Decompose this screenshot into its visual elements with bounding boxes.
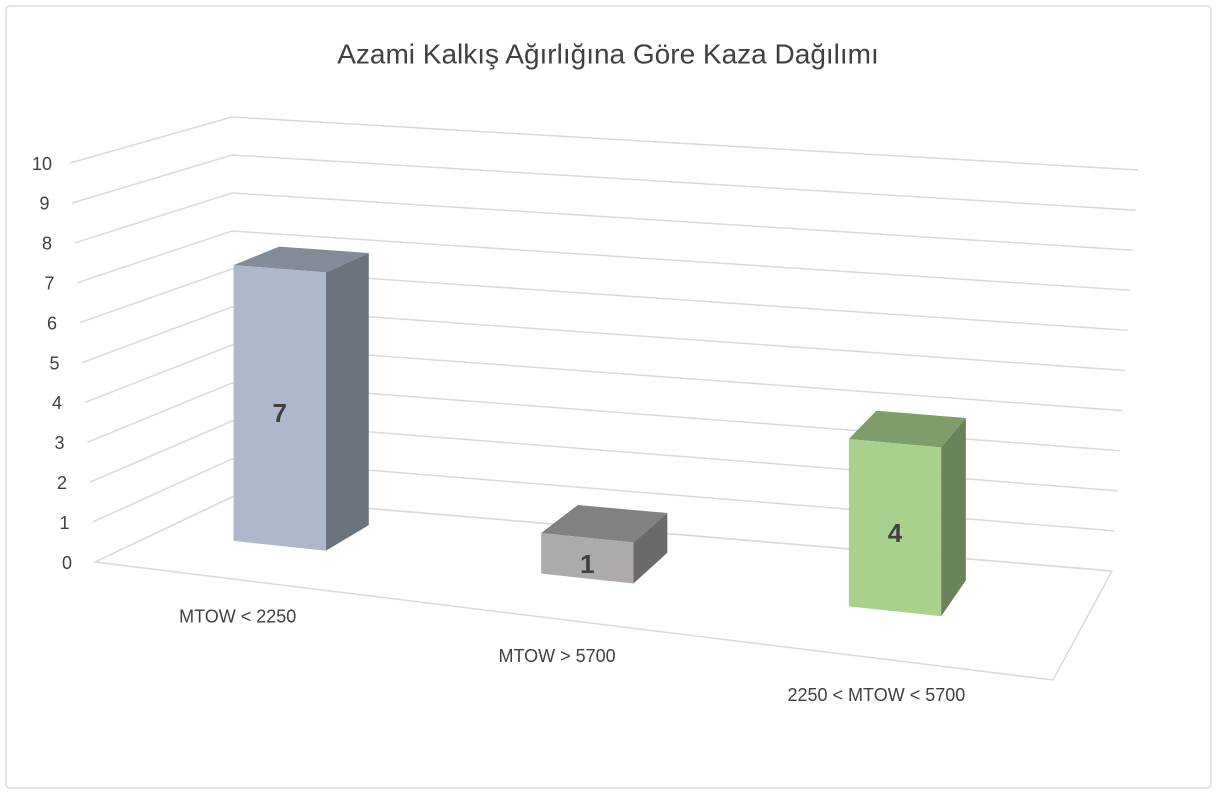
bar-top	[848, 410, 966, 448]
y-tick-label: 4	[52, 393, 62, 413]
grid-line	[84, 344, 1123, 412]
data-label: 4	[888, 518, 903, 548]
bar-side	[325, 253, 369, 551]
grid-line	[69, 116, 1139, 171]
y-tick-label: 3	[54, 433, 64, 453]
y-tick-label: 10	[32, 154, 52, 174]
floor	[92, 496, 1114, 681]
y-tick-label: 7	[44, 273, 54, 293]
y-tick-label: 0	[62, 553, 72, 573]
grid-line	[72, 154, 1136, 211]
grid-line	[87, 382, 1120, 452]
x-tick-label: MTOW < 2250	[179, 606, 296, 626]
y-tick-label: 2	[57, 473, 67, 493]
x-tick-label: 2250 < MTOW < 5700	[788, 685, 966, 705]
bar-top	[541, 505, 668, 543]
chart-border	[5, 5, 1212, 789]
bar-side	[633, 513, 668, 584]
x-tick-label: MTOW > 5700	[498, 646, 615, 666]
grid-line	[82, 306, 1126, 372]
y-tick-label: 5	[49, 353, 59, 373]
grid-line	[89, 420, 1118, 492]
y-tick-label: 8	[42, 234, 52, 254]
grid-line	[77, 230, 1131, 292]
grid-line	[79, 268, 1128, 332]
data-label: 1	[580, 549, 594, 579]
data-label: 7	[272, 398, 286, 428]
bar-front	[233, 265, 326, 551]
y-tick-label: 6	[47, 313, 57, 333]
y-tick-label: 1	[59, 513, 69, 533]
bar-side	[941, 417, 966, 617]
chart-title: Azami Kalkış Ağırlığına Göre Kaza Dağılı…	[337, 38, 879, 69]
grid-line	[74, 192, 1133, 251]
y-tick-label: 9	[39, 194, 49, 214]
bar-top	[233, 246, 369, 273]
grid-line	[92, 458, 1115, 532]
bar-front	[848, 439, 942, 617]
bar-front	[541, 533, 634, 584]
